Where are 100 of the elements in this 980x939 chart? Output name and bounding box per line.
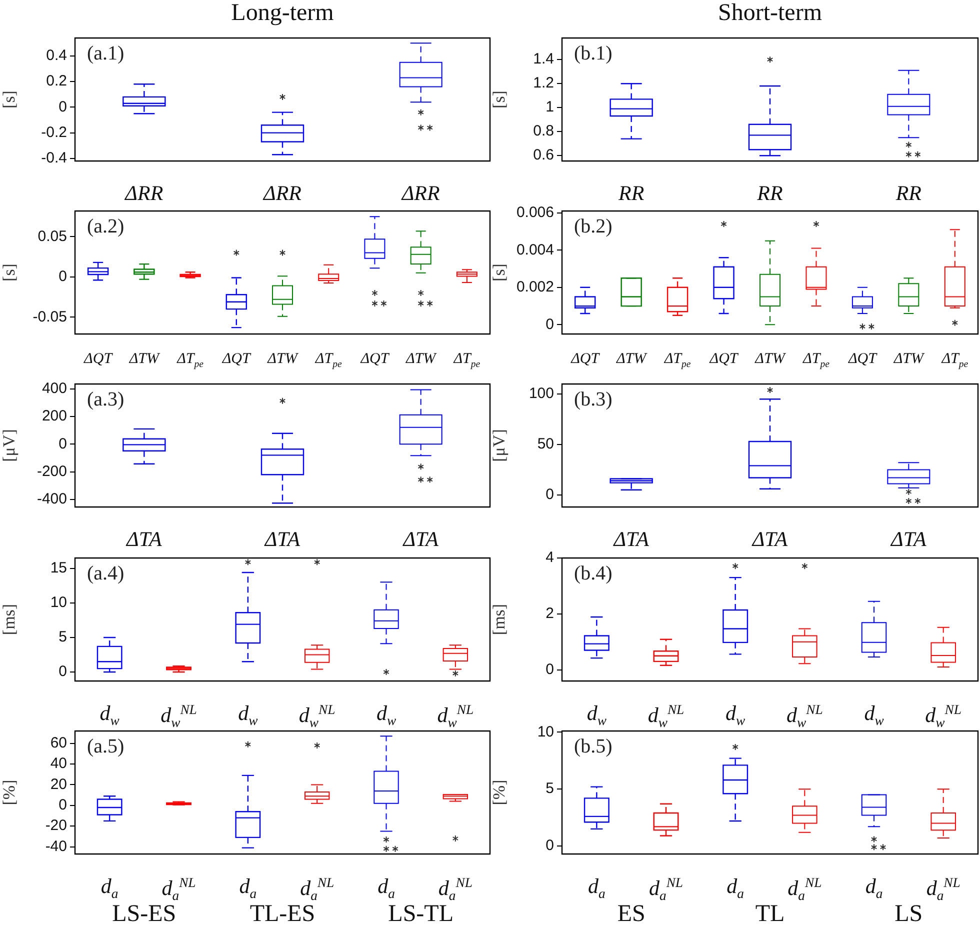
y-tick-label: 400 (42, 380, 67, 397)
x-tick-label: ΔT$_{pe}$ (454, 351, 480, 370)
y-tick-label: 15 (50, 560, 67, 577)
x-tick-label: ΔRR (264, 181, 302, 205)
x-tick-label: ΔT$_{pe}$ (177, 351, 204, 370)
y-tick-label: 0 (58, 268, 67, 286)
x-tick-label: d$_{a}$ (100, 874, 118, 902)
text: LS (894, 901, 923, 927)
y-tick-label: 100 (528, 385, 554, 402)
y-tick-label: 10 (50, 594, 67, 612)
x-tick-label: d$_{a}$ (588, 874, 606, 902)
annotation: (b.4) (574, 562, 612, 584)
annotation: (b.1) (574, 42, 612, 64)
y-tick-label: -0.2 (41, 124, 67, 141)
y-tick-label: 10 (537, 723, 554, 740)
y-tick-label: 0.4 (46, 47, 67, 64)
x-tick-label: RR (618, 181, 644, 205)
x-tick-label: d$_{w}$ (726, 701, 746, 728)
annotation: (b.2) (574, 215, 612, 238)
x-tick-label: ΔTA (126, 527, 162, 551)
x-tick-label: ΔTA (614, 527, 649, 551)
y-axis-title: [s] (490, 264, 509, 282)
x-tick-label: ΔTA (403, 527, 438, 551)
y-tick-label: 4 (546, 549, 554, 566)
text: TL-ES (250, 901, 316, 927)
x-tick-label: ΔTW (129, 351, 159, 367)
y-tick-label: 60 (50, 734, 67, 752)
y-tick-label: 0.004 (516, 241, 554, 258)
annotation: (a.1) (87, 42, 124, 64)
y-tick-label: 20 (50, 776, 67, 793)
chart-title: Long-term (231, 0, 334, 27)
x-tick-label: RR (896, 181, 922, 205)
x-tick-label: d$_{a}$ (726, 874, 744, 902)
x-tick-label: ΔQT (360, 351, 389, 367)
x-tick-label: ΔQT (710, 351, 738, 367)
y-tick-label: 2 (546, 605, 554, 622)
x-tick-label: ΔT$_{pe}$ (803, 351, 830, 370)
y-tick-label: 0.8 (533, 122, 554, 140)
y-tick-label: 0 (546, 660, 554, 678)
annotation: (a.3) (87, 388, 124, 410)
y-tick-label: -400 (36, 490, 67, 508)
y-tick-label: -0.4 (41, 150, 67, 167)
x-tick-label: d$_{w}$ (586, 701, 606, 728)
y-axis-title: [ms] (0, 604, 19, 636)
text: ES (617, 901, 646, 927)
x-tick-label: ΔQT (571, 351, 600, 367)
y-tick-label: 0 (58, 435, 67, 452)
x-tick-label: d$_{w}$ (238, 701, 258, 728)
y-tick-label: 0 (546, 837, 554, 854)
y-tick-label: 200 (42, 408, 67, 425)
y-axis-title: [ms] (490, 604, 509, 636)
x-tick-label: ΔTA (264, 527, 300, 551)
y-axis-title: [%] (0, 780, 19, 806)
y-axis-title: [s] (0, 90, 19, 108)
annotation: (b.3) (574, 388, 612, 410)
x-tick-label: ΔTA (891, 527, 926, 551)
y-tick-label: 40 (50, 755, 67, 772)
x-tick-label: d$_{a}$ (865, 874, 883, 902)
y-tick-label: 0.006 (516, 204, 554, 222)
y-tick-label: -200 (36, 462, 67, 480)
y-axis-title: [%] (490, 780, 509, 806)
x-tick-label: ΔTW (616, 351, 646, 367)
annotation: (a.2) (87, 215, 124, 238)
y-tick-label: 0 (58, 663, 67, 680)
y-tick-label: 5 (546, 780, 554, 798)
x-tick-label: ΔQT (848, 351, 876, 367)
annotation: (b.5) (574, 735, 612, 758)
y-tick-label: 0.05 (38, 228, 67, 245)
y-tick-label: 0.6 (533, 146, 554, 164)
x-tick-label: d$_{a}$ (378, 874, 395, 902)
x-tick-label: d$_{w}$ (376, 701, 396, 728)
x-tick-label: ΔT$_{pe}$ (942, 351, 968, 370)
y-tick-label: -40 (45, 838, 67, 855)
y-tick-label: -20 (45, 817, 67, 834)
x-tick-label: d$_{w}$ (864, 701, 884, 728)
y-tick-label: 5 (58, 628, 67, 646)
x-tick-label: ΔT$_{pe}$ (315, 351, 342, 370)
y-tick-label: 0.2 (46, 72, 67, 90)
x-tick-label: ΔT$_{pe}$ (664, 351, 691, 370)
y-axis-title: [μV] (490, 429, 509, 462)
x-tick-label: ΔTW (268, 351, 298, 367)
y-tick-label: 0 (58, 796, 67, 814)
chart-title: Short-term (718, 0, 822, 27)
y-tick-label: 1.2 (533, 74, 554, 92)
x-tick-label: d$_{w}$ (100, 701, 120, 728)
y-tick-label: 0.002 (516, 278, 554, 296)
x-tick-label: ΔRR (125, 181, 164, 205)
x-tick-label: ΔTA (752, 527, 788, 551)
annotation: (a.5) (87, 735, 124, 758)
x-tick-label: ΔTW (755, 351, 785, 367)
x-tick-label: ΔQT (222, 351, 250, 367)
y-axis-title: [μV] (0, 429, 19, 462)
y-axis-title: [s] (490, 90, 509, 108)
y-tick-label: 0 (546, 316, 554, 333)
x-tick-label: d$_{a}$ (239, 874, 257, 902)
y-tick-label: -0.05 (32, 308, 67, 326)
x-tick-label: ΔRR (402, 181, 440, 205)
x-tick-label: ΔTW (894, 351, 924, 367)
x-tick-label: ΔTW (406, 351, 436, 367)
annotation: (a.4) (87, 562, 124, 584)
